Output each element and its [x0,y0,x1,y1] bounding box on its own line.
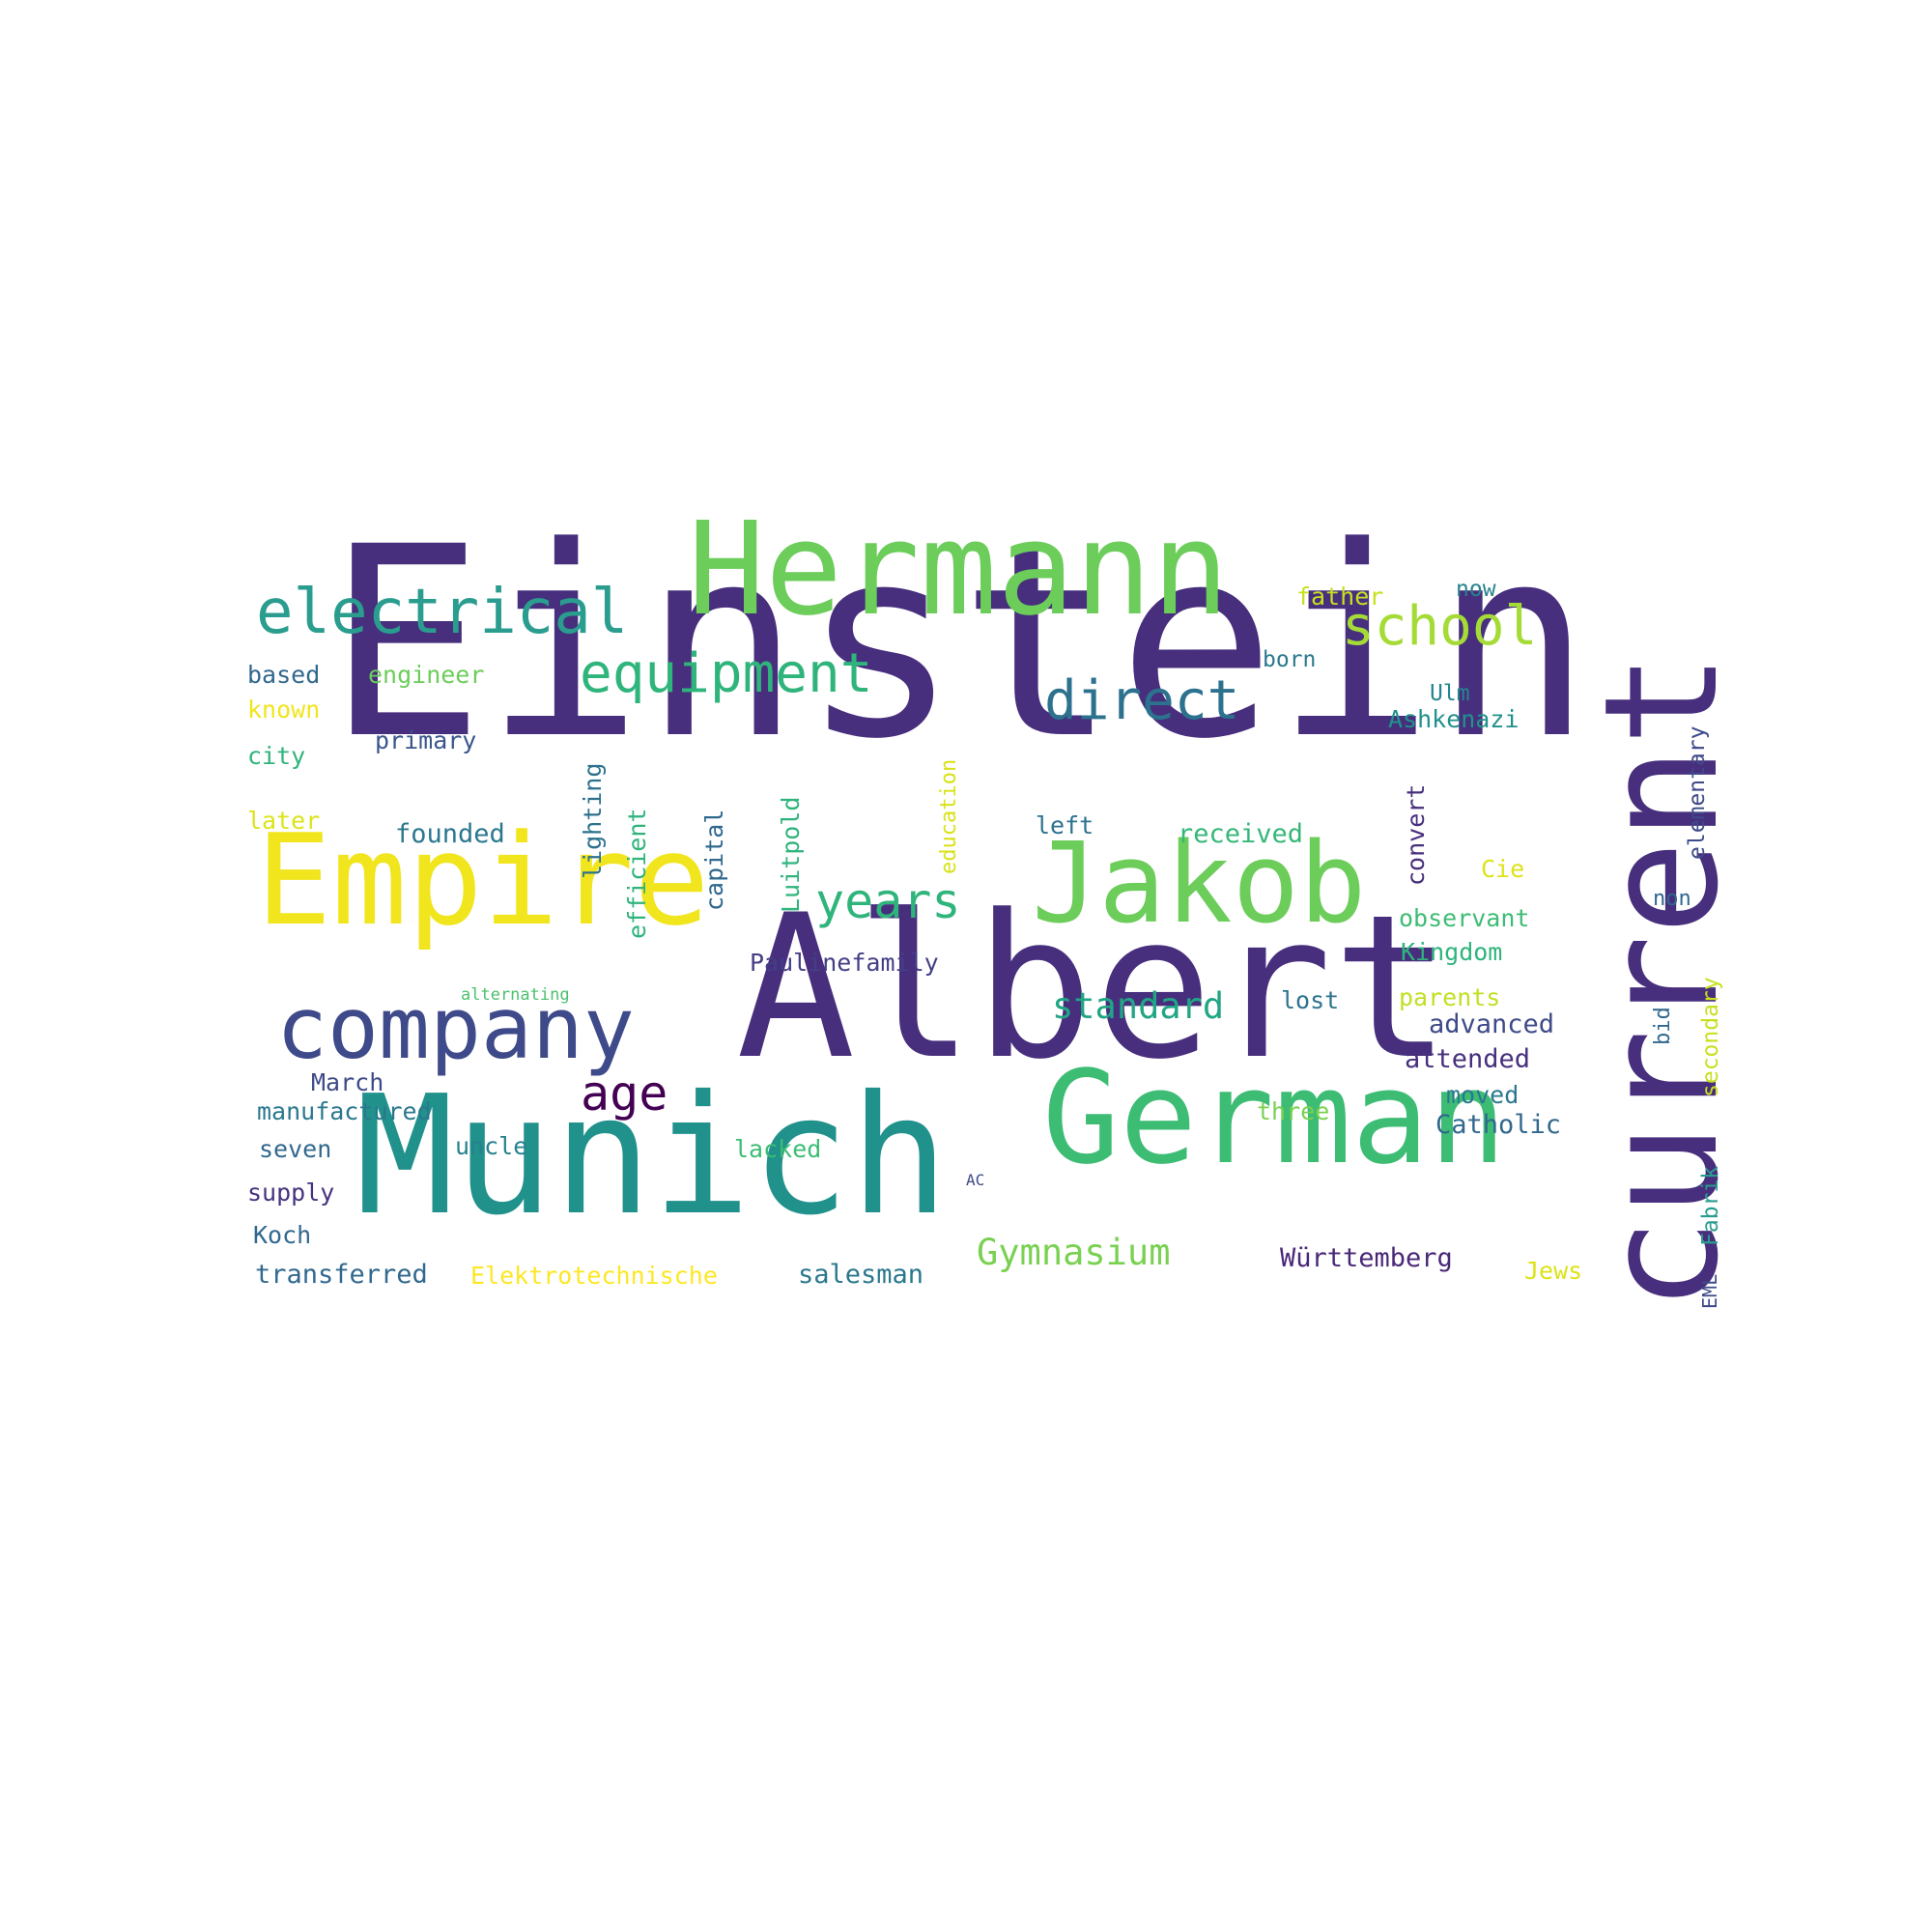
word-capital: capital [700,809,728,911]
word-non: non [1653,886,1691,911]
word-born: born [1263,647,1317,673]
word-ulm: Ulm [1430,681,1470,707]
word-uncle: uncle [455,1131,528,1160]
word-equipment: equipment [580,642,873,706]
word-german: German [1042,1044,1507,1194]
word-jews: Jews [1524,1256,1583,1285]
word-paulinefamily: Paulinefamily [750,948,939,977]
word-albert: Albert [736,873,1452,1104]
word-salesman: salesman [798,1259,924,1290]
word-school: school [1342,595,1538,659]
word-city: city [247,741,306,770]
word-observant: observant [1399,903,1530,932]
word-gymnasium: Gymnasium [977,1232,1171,1274]
word-founded: founded [395,818,505,849]
word-bid: bid [1651,1007,1675,1045]
word-hermann: Hermann [688,496,1230,645]
word-now: now [1456,577,1496,603]
word-koch: Koch [253,1220,312,1249]
word-einstein: Einstein [327,491,1593,797]
word-munich: Munich [355,1061,950,1253]
word-known: known [247,695,321,724]
word-elektrotechnische: Elektrotechnische [470,1261,718,1290]
word-lacked: lacked [734,1134,822,1163]
word-cie: Cie [1481,854,1525,883]
word-march: March [311,1067,384,1096]
word-education: education [937,758,961,874]
word-direct: direct [1044,669,1240,733]
word-standard: standard [1052,985,1225,1028]
word-lighting: lighting [579,762,607,879]
word-three: three [1257,1096,1330,1125]
word-received: received [1178,818,1304,849]
word-luitpold: Luitpold [777,796,805,913]
word-engineer: engineer [368,660,485,689]
word-secondary: secondary [1698,977,1723,1097]
word-advanced: advanced [1429,1009,1555,1039]
word-attended: attended [1405,1043,1531,1074]
word-manufactured: manufactured [257,1096,432,1125]
word-eml: EML [1698,1273,1721,1309]
word-years: years [815,873,961,929]
word-parents: parents [1399,982,1501,1011]
word-w-rttemberg: Württemberg [1280,1242,1453,1273]
word-catholic: Catholic [1435,1109,1562,1140]
word-moved: moved [1446,1080,1520,1109]
word-jakob: Jakob [1032,819,1367,950]
word-elementary: elementary [1685,725,1710,860]
word-ashkenazi: Ashkenazi [1388,704,1520,733]
word-kingdom: Kingdom [1401,937,1503,966]
word-supply: supply [247,1178,335,1207]
word-fabrik: Fabrik [1698,1165,1723,1246]
word-later: later [247,806,321,835]
word-based: based [247,660,321,689]
word-primary: primary [375,725,477,754]
word-left: left [1036,810,1094,839]
word-alternating: alternating [461,984,570,1005]
word-transferred: transferred [255,1259,428,1290]
word-seven: seven [259,1134,332,1163]
word-age: age [581,1065,668,1122]
word-ac: AC [966,1170,985,1189]
word-empire: Empire [256,806,710,953]
word-company: company [276,979,635,1079]
word-convert: convert [1402,783,1430,886]
word-father: father [1296,582,1384,611]
word-lost: lost [1281,985,1340,1014]
word-electrical: electrical [256,577,629,649]
word-efficient: efficient [623,808,651,939]
